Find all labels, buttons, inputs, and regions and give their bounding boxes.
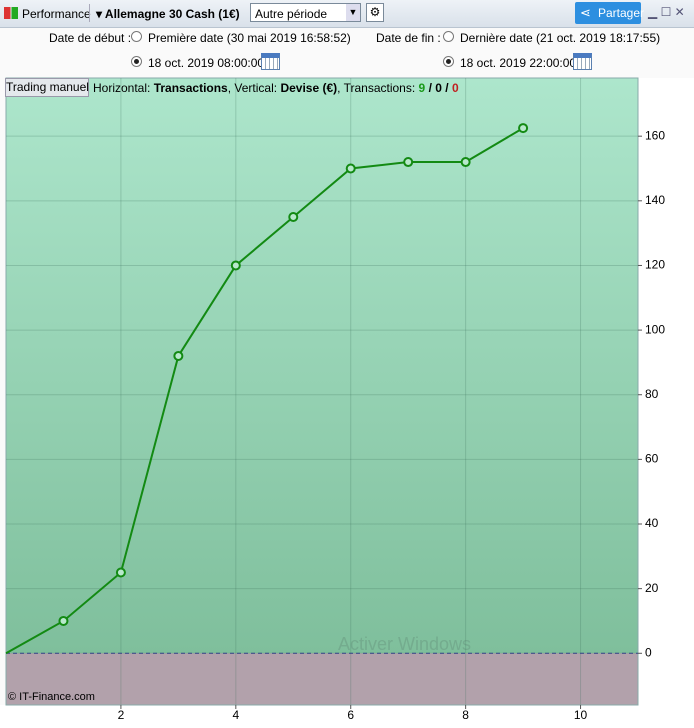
y-tick-label: 140 (645, 193, 665, 207)
y-tick-label: 160 (645, 128, 665, 142)
separator (89, 4, 90, 22)
toolbar: Performance ▾ Allemagne 30 Cash (1€) Aut… (0, 0, 694, 28)
radio-start-first[interactable] (131, 31, 142, 42)
radio-end-last[interactable] (443, 31, 454, 42)
info-value: Transactions (153, 81, 228, 95)
info-text: / (428, 81, 432, 95)
point (173, 350, 184, 361)
y-tick-label: 80 (645, 387, 659, 401)
chart-info: Horizontal: Transactions, Vertical: Devi… (93, 81, 459, 95)
info-text: , Transactions: (337, 81, 416, 95)
series-line (5, 127, 524, 655)
start-custom: 18 oct. 2019 08:00:00 (148, 56, 265, 70)
point (115, 567, 126, 578)
tab[interactable]: Trading manuel (5, 78, 89, 97)
y-tick-label: 40 (645, 516, 659, 530)
negative-area (6, 653, 638, 705)
x-tick-label: 10 (574, 708, 588, 722)
x-tick-label: 2 (118, 708, 125, 722)
window-controls[interactable]: ▁ ☐ ✕ (648, 5, 685, 19)
axis-panel (638, 78, 694, 705)
point (58, 615, 69, 626)
instrument-name: Allemagne 30 Cash (1€) (104, 7, 240, 21)
end-last: Dernière date (21 oct. 2019 18:17:55) (460, 31, 661, 45)
y-tick-label: 0 (645, 645, 652, 659)
calendar-button[interactable] (573, 53, 592, 70)
neutral: 0 (435, 81, 442, 95)
info-text: / (445, 81, 449, 95)
plot-frame (5, 77, 639, 706)
info-text: Horizontal: (93, 81, 151, 95)
start-first: Première date (30 mai 2019 16:58:52) (148, 31, 351, 45)
point (288, 211, 299, 222)
module-name[interactable]: Performance (22, 7, 91, 21)
y-tick-label: 100 (645, 322, 665, 336)
info-value: Devise (€) (280, 81, 338, 95)
point (230, 260, 241, 271)
positive-area (6, 78, 638, 654)
x-tick-label: 8 (462, 708, 469, 722)
period-select[interactable]: Autre période ▼ (250, 3, 361, 22)
calendar-button[interactable] (261, 53, 280, 70)
period-value: Autre période (255, 7, 328, 21)
copyright: © IT-Finance.com (8, 691, 95, 703)
y-tick-label: 60 (645, 452, 659, 466)
watermark: Activer Windows (338, 634, 472, 654)
info-text: , Vertical: (227, 81, 278, 95)
point (403, 157, 414, 168)
point (460, 157, 471, 168)
axis-panel (0, 705, 694, 728)
share-label: Partager (598, 6, 645, 20)
select-arrow: ▼ (346, 4, 360, 21)
x-tick-label: 6 (347, 708, 354, 722)
dropdown-arrow: ▾ (96, 7, 105, 21)
share-icon: ⋖ (580, 5, 591, 20)
instrument-menu[interactable]: ▾ Allemagne 30 Cash (1€) (96, 7, 240, 21)
y-tick-label: 120 (645, 258, 665, 272)
start-label: Date de début : (49, 31, 132, 45)
x-tick-label: 4 (232, 708, 239, 722)
point (345, 163, 356, 174)
radio-end-custom[interactable] (443, 56, 454, 67)
radio-start-custom[interactable] (131, 56, 142, 67)
point (518, 123, 529, 134)
settings-button[interactable]: ⚙ (366, 3, 384, 22)
losses: 0 (451, 81, 459, 95)
app-icon (4, 7, 18, 19)
wins: 9 (418, 81, 426, 95)
end-label: Date de fin : (376, 31, 441, 45)
end-custom: 18 oct. 2019 22:00:00 (460, 56, 577, 70)
share-button[interactable]: ⋖ Partager (575, 2, 645, 24)
y-tick-label: 20 (645, 581, 659, 595)
